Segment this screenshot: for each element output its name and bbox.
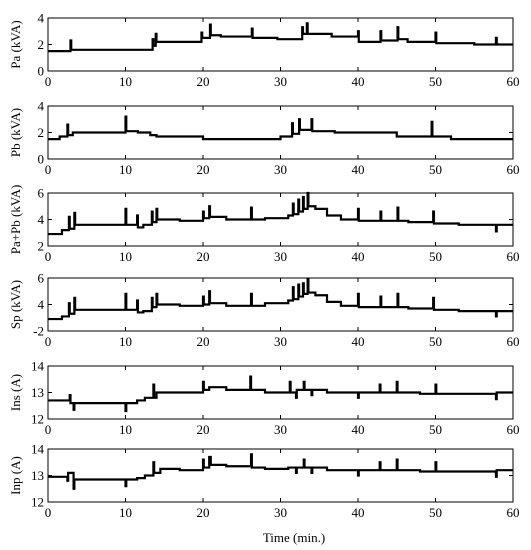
panel-pa: 0 10 20 30 40 50 60 0 2 4 Pa (kVA) <box>8 11 520 90</box>
x-tick-label-pa-plus-pb-20: 20 <box>197 249 210 264</box>
series-line-pa-plus-pb <box>48 191 513 236</box>
y-tick-label-inp-13: 13 <box>31 468 44 483</box>
y-tick-label-ins-13: 13 <box>31 385 44 400</box>
x-tick-label-sp-40: 40 <box>352 334 365 349</box>
series-line-sp <box>48 278 513 321</box>
x-tick-label-ins-50: 50 <box>429 422 442 437</box>
x-tick-label-pa-plus-pb-30: 30 <box>274 249 287 264</box>
x-tick-label-sp-10: 10 <box>119 334 132 349</box>
x-tick-label-inp-40: 40 <box>352 505 365 520</box>
x-tick-label-ins-0: 0 <box>45 422 52 437</box>
x-tick-label-pa-plus-pb-0: 0 <box>45 249 52 264</box>
x-tick-label-ins-30: 30 <box>274 422 287 437</box>
x-tick-label-sp-30: 30 <box>274 334 287 349</box>
x-tick-label-sp-50: 50 <box>429 334 442 349</box>
x-tick-label-sp-20: 20 <box>197 334 210 349</box>
x-tick-label-ins-60: 60 <box>507 422 520 437</box>
y-tick-label-pb-2: 2 <box>38 125 45 140</box>
y-tick-label-inp-12: 12 <box>31 495 44 510</box>
panel-sp: 0 10 20 30 40 50 60 -2 4 6 Sp (kVA) <box>8 271 520 350</box>
x-tick-label-pa-10: 10 <box>119 74 132 89</box>
y-tick-label-pa-plus-pb-2: 2 <box>38 239 45 254</box>
y-axis-label-sp: Sp (kVA) <box>8 280 23 329</box>
x-tick-label-inp-0: 0 <box>45 505 52 520</box>
x-tick-label-pb-30: 30 <box>274 162 287 177</box>
series-line-pb <box>48 115 513 141</box>
x-tick-label-pa-plus-pb-40: 40 <box>352 249 365 264</box>
y-tick-label-inp-14: 14 <box>31 442 45 457</box>
x-tick-label-pb-40: 40 <box>352 162 365 177</box>
x-tick-label-pa-plus-pb-10: 10 <box>119 249 132 264</box>
y-axis-label-ins: Ins (A) <box>8 374 23 411</box>
y-tick-label-pa-plus-pb-6: 6 <box>38 186 45 201</box>
x-tick-label-ins-20: 20 <box>197 422 210 437</box>
panel-pb: 0 10 20 30 40 50 60 0 2 4 Pb (kVA) <box>8 99 520 178</box>
series-line-inp <box>48 453 513 490</box>
axes-frame-pa-plus-pb <box>47 192 514 247</box>
series-line-pa <box>48 22 513 53</box>
x-tick-label-inp-20: 20 <box>197 505 210 520</box>
y-tick-label-sp-4: 4 <box>38 297 45 312</box>
x-tick-label-pa-plus-pb-60: 60 <box>507 249 520 264</box>
x-tick-label-pb-0: 0 <box>45 162 52 177</box>
x-tick-label-pa-50: 50 <box>429 74 442 89</box>
x-tick-label-ins-10: 10 <box>119 422 132 437</box>
y-axis-label-pa: Pa (kVA) <box>8 20 23 69</box>
x-tick-label-inp-60: 60 <box>507 505 520 520</box>
series-line-ins <box>48 375 513 413</box>
x-tick-label-pa-60: 60 <box>507 74 520 89</box>
y-axis-label-pa-plus-pb: Pa+Pb (kVA) <box>8 185 23 255</box>
y-tick-label-pa-2: 2 <box>38 37 45 52</box>
panel-inp: 0 10 20 30 40 50 60 12 13 14 Inp (A) <box>8 442 520 521</box>
x-tick-label-sp-60: 60 <box>507 334 520 349</box>
y-tick-label-pb-4: 4 <box>38 99 45 114</box>
y-tick-label-sp-6: 6 <box>38 271 45 286</box>
x-tick-label-inp-30: 30 <box>274 505 287 520</box>
x-tick-label-pa-30: 30 <box>274 74 287 89</box>
x-tick-label-pa-40: 40 <box>352 74 365 89</box>
x-tick-label-ins-40: 40 <box>352 422 365 437</box>
x-tick-label-pa-0: 0 <box>45 74 52 89</box>
y-tick-label-ins-14: 14 <box>31 359 45 374</box>
x-tick-label-pa-plus-pb-50: 50 <box>429 249 442 264</box>
y-tick-label-pa-plus-pb-4: 4 <box>38 212 45 227</box>
x-tick-label-inp-50: 50 <box>429 505 442 520</box>
x-tick-label-pb-10: 10 <box>119 162 132 177</box>
axes-frame-inp <box>47 448 514 503</box>
y-tick-label-pb-0: 0 <box>38 152 45 167</box>
x-tick-label-pb-60: 60 <box>507 162 520 177</box>
panel-pa-plus-pb: 0 10 20 30 40 50 60 2 4 6 Pa+Pb (kVA) <box>8 185 520 264</box>
panel-ins: 0 10 20 30 40 50 60 12 13 14 Ins (A) <box>8 359 520 438</box>
x-tick-label-inp-10: 10 <box>119 505 132 520</box>
x-axis-label: Time (min.) <box>263 530 325 545</box>
axes-frame-pa <box>47 17 514 72</box>
x-tick-label-pa-20: 20 <box>197 74 210 89</box>
y-tick-label-sp-2: -2 <box>33 324 44 339</box>
y-tick-label-pa-4: 4 <box>38 11 45 26</box>
y-tick-label-ins-12: 12 <box>31 412 44 427</box>
x-tick-label-sp-0: 0 <box>45 334 52 349</box>
axes-frame-sp <box>47 277 514 332</box>
x-tick-label-pb-50: 50 <box>429 162 442 177</box>
y-tick-label-pa-0: 0 <box>38 64 45 79</box>
x-tick-label-pb-20: 20 <box>197 162 210 177</box>
y-axis-label-pb: Pb (kVA) <box>8 108 23 157</box>
y-axis-label-inp: Inp (A) <box>8 456 23 495</box>
